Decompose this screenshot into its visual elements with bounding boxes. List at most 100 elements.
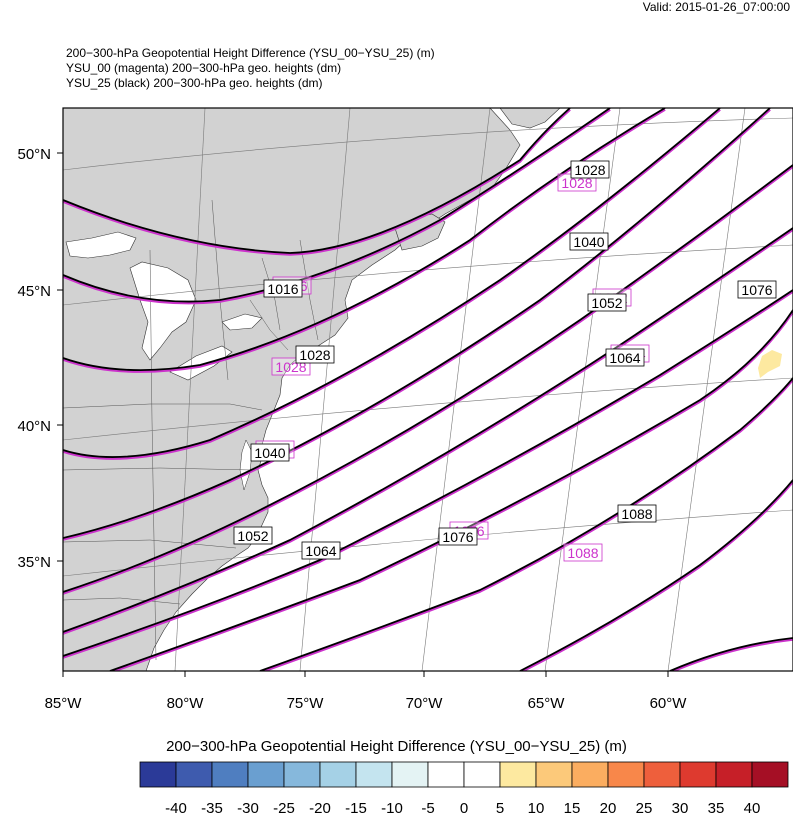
magenta-contour-line: [110, 310, 793, 671]
colorbar-swatch: [535, 761, 573, 788]
colorbar-swatch: [715, 761, 753, 788]
contour-labels: 1028101610281040105210641076108810161028…: [233, 160, 777, 562]
colorbar-swatch: [139, 761, 177, 788]
colorbar-tick-label: 5: [496, 800, 504, 817]
colorbar-swatch: [355, 761, 393, 788]
colorbar-tick-label: 35: [708, 800, 725, 817]
latitude-label: 35°N: [17, 554, 51, 571]
lake-michigan-huron: [129, 261, 197, 361]
magenta-contour-line: [63, 108, 611, 305]
longitude-label: 60°W: [650, 695, 688, 712]
map-frame: [62, 107, 793, 672]
magenta-contour-line: [63, 290, 793, 659]
black-contour-label: 1028: [570, 160, 610, 179]
colorbar: -40 -35 -30 -25 -20 -15 -10 -5 0 5 10 15 20 25 30 35 40: [139, 761, 789, 817]
colorbar-swatch: [643, 761, 681, 788]
lake-ontario: [221, 313, 263, 331]
black-contour-label: 1028: [295, 345, 335, 364]
positive-difference-patch: [758, 350, 782, 378]
title-black: YSU_25 (black) 200−300-hPa geo. heights …: [66, 76, 323, 90]
black-contour-line: [63, 108, 771, 539]
magenta-contour-line: [63, 228, 793, 635]
title-difference: 200−300-hPa Geopotential Height Differen…: [66, 46, 435, 60]
colorbar-tick-label: 10: [528, 800, 545, 817]
colorbar-tick-label: 40: [744, 800, 761, 817]
colorbar-tick-label: -40: [165, 800, 187, 817]
black-contour-label: 1052: [587, 293, 627, 312]
svg-text:1052: 1052: [237, 528, 268, 544]
black-contour-label: 1052: [233, 526, 273, 545]
black-contour-label: 1064: [605, 348, 645, 367]
svg-text:1088: 1088: [621, 506, 652, 522]
magenta-contour-line: [63, 108, 571, 256]
colorbar-swatch: [211, 761, 249, 788]
longitude-label: 70°W: [406, 695, 444, 712]
colorbar-swatch: [319, 761, 357, 788]
longitude-labels: 85°W 80°W 75°W 70°W 65°W 60°W: [45, 695, 688, 712]
black-contour-line: [519, 479, 793, 671]
colorbar-tick-label: -20: [309, 800, 331, 817]
colorbar-tick-label: -25: [273, 800, 295, 817]
svg-text:1040: 1040: [254, 445, 285, 461]
colorbar-tick-label: 15: [564, 800, 581, 817]
colorbar-swatch: [247, 761, 285, 788]
black-contour-line: [63, 227, 793, 633]
latitude-label: 40°N: [17, 418, 51, 435]
colorbar-swatch: [499, 761, 537, 788]
svg-text:1088: 1088: [567, 545, 598, 561]
longitude-label: 85°W: [45, 695, 83, 712]
colorbar-tick-label: 25: [636, 800, 653, 817]
svg-text:1028: 1028: [561, 175, 592, 191]
colorbar-swatch: [175, 761, 213, 788]
colorbar-tick-label: -15: [345, 800, 367, 817]
black-contour-line: [63, 108, 666, 372]
colorbar-swatch: [427, 761, 465, 788]
black-contour-label: 1016: [263, 279, 303, 298]
lake-erie: [169, 345, 233, 381]
colorbar-tick-label: -10: [381, 800, 403, 817]
colorbar-tick-label: 20: [600, 800, 617, 817]
magenta-contour-line: [670, 638, 793, 671]
svg-text:1076: 1076: [442, 529, 473, 545]
colorbar-title: 200−300-hPa Geopotential Height Differen…: [166, 738, 627, 755]
svg-text:1040: 1040: [573, 234, 604, 250]
magenta-contours: [63, 108, 793, 671]
black-contour-label: 1076: [737, 280, 777, 299]
longitude-label: 80°W: [167, 695, 205, 712]
latitude-label: 45°N: [17, 283, 51, 300]
colorbar-swatch: [283, 761, 321, 788]
svg-text:1052: 1052: [591, 295, 622, 311]
longitude-label: 65°W: [528, 695, 566, 712]
magenta-contour-line: [63, 108, 721, 460]
svg-text:1028: 1028: [574, 162, 605, 178]
magenta-contour-label: 1088: [563, 543, 603, 562]
svg-text:1064: 1064: [609, 350, 640, 366]
colorbar-swatch: [751, 761, 789, 788]
black-contour-line: [63, 108, 571, 254]
black-contour-label: 1040: [569, 232, 609, 251]
longitude-label: 75°W: [287, 695, 325, 712]
latitude-label: 50°N: [17, 146, 51, 163]
colorbar-swatch: [571, 761, 609, 788]
black-contour-line: [63, 164, 793, 593]
colorbar-swatch: [391, 761, 429, 788]
land-north-america: [63, 108, 521, 671]
title-magenta: YSU_00 (magenta) 200−300-hPa geo. height…: [66, 61, 342, 75]
map-plot-area: 1028101610281040105210641076108810161028…: [63, 108, 793, 671]
valid-time: Valid: 2015-01-26_07:00:00: [642, 0, 790, 14]
svg-text:1016: 1016: [267, 281, 298, 297]
colorbar-tick-label: -5: [421, 800, 434, 817]
colorbar-swatch: [463, 761, 501, 788]
magenta-contour-line: [520, 480, 793, 671]
black-contour-line: [109, 309, 793, 671]
svg-text:1076: 1076: [741, 282, 772, 298]
black-contour-line: [669, 637, 793, 671]
colorbar-swatch: [607, 761, 645, 788]
magenta-contour-line: [63, 165, 793, 595]
axis-ticks: [57, 152, 669, 677]
colorbar-tick-label: -30: [237, 800, 259, 817]
latitude-labels: 50°N 45°N 40°N 35°N: [17, 146, 51, 571]
black-contour-line: [63, 289, 793, 657]
black-contour-label: 1088: [617, 504, 657, 523]
black-contour-label: 1064: [301, 541, 341, 560]
